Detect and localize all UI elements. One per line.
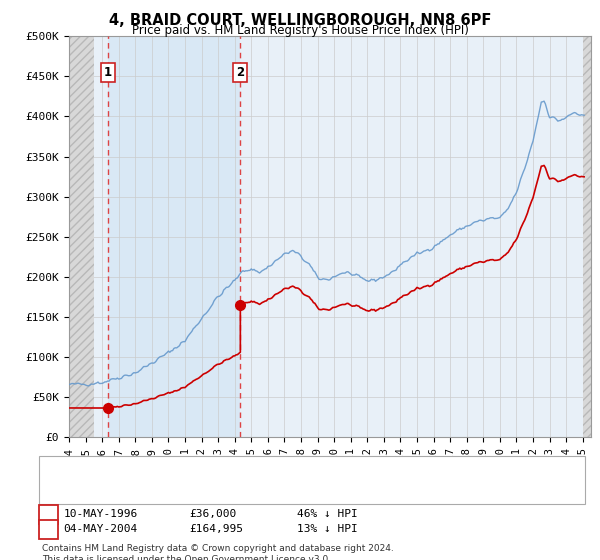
Text: 4, BRAID COURT, WELLINGBOROUGH, NN8 6PF (detached house): 4, BRAID COURT, WELLINGBOROUGH, NN8 6PF … bbox=[87, 466, 423, 477]
Text: 46% ↓ HPI: 46% ↓ HPI bbox=[297, 509, 358, 519]
Text: 4, BRAID COURT, WELLINGBOROUGH, NN8 6PF: 4, BRAID COURT, WELLINGBOROUGH, NN8 6PF bbox=[109, 13, 491, 28]
Text: £36,000: £36,000 bbox=[189, 509, 236, 519]
Text: Contains HM Land Registry data © Crown copyright and database right 2024.
This d: Contains HM Land Registry data © Crown c… bbox=[42, 544, 394, 560]
Text: 1: 1 bbox=[104, 66, 112, 79]
Text: 2: 2 bbox=[236, 66, 244, 79]
Text: Price paid vs. HM Land Registry's House Price Index (HPI): Price paid vs. HM Land Registry's House … bbox=[131, 24, 469, 37]
Text: 2: 2 bbox=[45, 524, 52, 534]
Text: £164,995: £164,995 bbox=[189, 524, 243, 534]
Bar bbox=[108, 36, 241, 437]
Text: 04-MAY-2004: 04-MAY-2004 bbox=[64, 524, 138, 534]
Text: 10-MAY-1996: 10-MAY-1996 bbox=[64, 509, 138, 519]
Text: HPI: Average price, detached house, North Northamptonshire: HPI: Average price, detached house, Nort… bbox=[87, 482, 435, 492]
Text: 13% ↓ HPI: 13% ↓ HPI bbox=[297, 524, 358, 534]
Bar bbox=[69, 36, 94, 437]
Bar bbox=[583, 36, 591, 437]
Text: 1: 1 bbox=[45, 509, 52, 519]
